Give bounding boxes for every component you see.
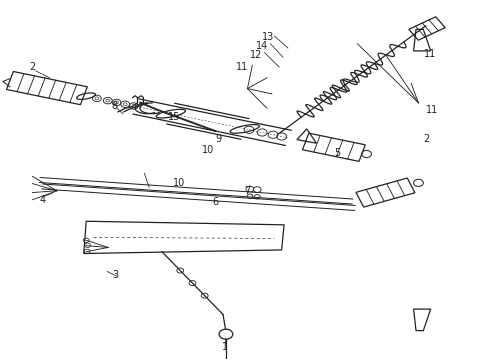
Text: 6: 6: [213, 197, 219, 207]
Text: 10: 10: [173, 178, 185, 188]
Text: 11: 11: [237, 62, 249, 72]
Text: 11: 11: [425, 105, 438, 115]
Text: 9: 9: [215, 134, 221, 144]
Text: 2: 2: [29, 62, 36, 72]
Text: 1: 1: [222, 342, 228, 352]
Text: 14: 14: [256, 41, 268, 51]
Text: 2: 2: [424, 134, 430, 144]
Text: 4: 4: [39, 195, 45, 205]
Text: 13: 13: [262, 32, 274, 42]
Text: 10: 10: [202, 144, 215, 154]
Text: 12: 12: [249, 50, 262, 60]
Text: 3: 3: [113, 270, 119, 280]
Text: 5: 5: [334, 148, 340, 158]
Text: 7: 7: [245, 186, 250, 196]
Text: 15: 15: [168, 112, 180, 122]
Text: 11: 11: [423, 49, 436, 59]
Text: 8: 8: [111, 102, 117, 112]
